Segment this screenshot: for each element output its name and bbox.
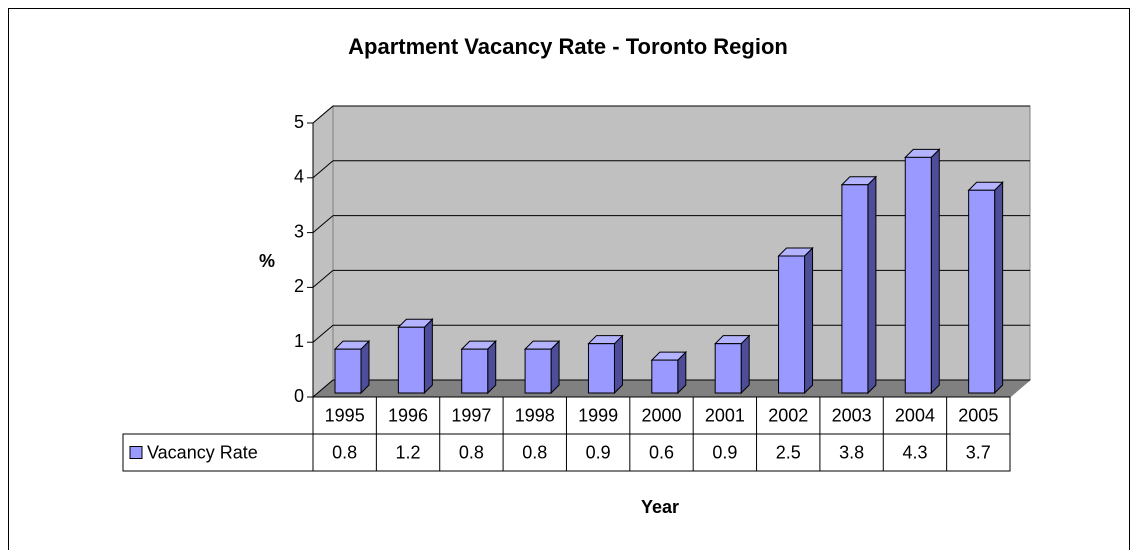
- legend-label: Vacancy Rate: [147, 442, 258, 462]
- chart-title: Apartment Vacancy Rate - Toronto Region: [348, 34, 788, 59]
- bar-side: [550, 339, 560, 395]
- grid-line: [312, 379, 334, 398]
- y-tick-label: 2: [294, 276, 304, 296]
- table-value: 3.8: [839, 442, 864, 462]
- bar-side: [613, 334, 623, 395]
- x-tick-label: 2005: [958, 405, 998, 425]
- bar-side: [804, 246, 814, 395]
- bar: [841, 184, 869, 394]
- y-axis-label: %: [259, 251, 275, 271]
- x-tick-label: 1999: [578, 405, 618, 425]
- bar: [461, 348, 489, 394]
- table-value: 3.7: [966, 442, 991, 462]
- side-wall: [312, 104, 334, 399]
- bar: [587, 343, 615, 394]
- bar-side: [994, 181, 1004, 395]
- bar-side: [930, 148, 940, 395]
- table-value: 0.6: [649, 442, 674, 462]
- bar-side: [740, 334, 750, 395]
- x-tick-label: 2003: [832, 405, 872, 425]
- bar: [904, 156, 932, 394]
- table-value: 0.8: [332, 442, 357, 462]
- x-tick-label: 1997: [451, 405, 491, 425]
- y-tick-label: 1: [294, 331, 304, 351]
- grid-line: [312, 270, 334, 288]
- bar: [968, 189, 996, 394]
- bar: [524, 348, 552, 394]
- bar: [714, 343, 742, 394]
- x-tick-label: 2000: [641, 405, 681, 425]
- table-value: 4.3: [902, 442, 927, 462]
- grid-line: [312, 160, 334, 179]
- x-tick-label: 2002: [768, 405, 808, 425]
- y-tick-label: 5: [294, 112, 304, 132]
- table-value: 0.8: [522, 442, 547, 462]
- bar-side: [487, 339, 497, 395]
- bar-side: [423, 318, 433, 395]
- legend-cell: [122, 433, 314, 472]
- x-tick-label: 1998: [515, 405, 555, 425]
- y-tick-label: 0: [294, 386, 304, 406]
- x-tick-label: 2001: [705, 405, 745, 425]
- legend-key: [129, 446, 143, 459]
- bar: [651, 359, 679, 394]
- grid-line: [312, 105, 334, 124]
- grid-line: [312, 324, 334, 343]
- y-tick-label: 4: [294, 167, 304, 187]
- grid-line: [312, 215, 334, 233]
- bar-side: [867, 175, 877, 395]
- bar: [778, 255, 806, 394]
- bar: [334, 348, 362, 394]
- table-value: 2.5: [776, 442, 801, 462]
- bar: [397, 326, 425, 394]
- x-tick-label: 1996: [388, 405, 428, 425]
- table-value: 0.9: [586, 442, 611, 462]
- x-tick-label: 1995: [325, 405, 365, 425]
- x-tick-label: 2004: [895, 405, 935, 425]
- bar-side: [360, 339, 370, 395]
- table-value: 0.8: [459, 442, 484, 462]
- table-value: 0.9: [712, 442, 737, 462]
- y-tick-label: 3: [294, 221, 304, 241]
- x-axis-label: Year: [641, 497, 679, 517]
- table-value: 1.2: [396, 442, 421, 462]
